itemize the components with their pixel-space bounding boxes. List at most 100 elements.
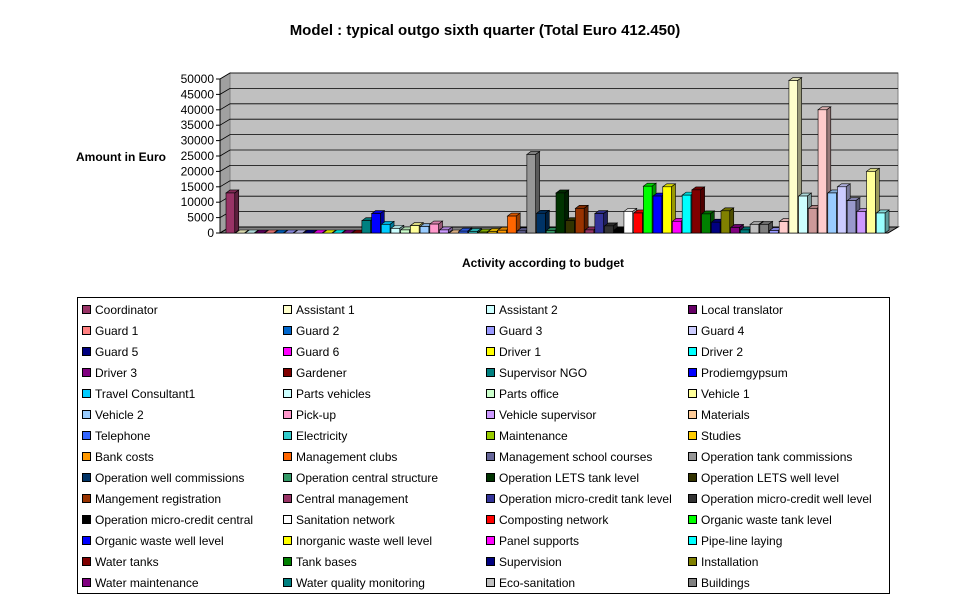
chart-bar xyxy=(293,229,308,234)
y-tick-label: 40000 xyxy=(181,103,215,117)
chart-bar xyxy=(254,229,269,234)
legend-item: Operation tank commissions xyxy=(688,447,852,468)
legend-item: Vehicle 2 xyxy=(82,405,144,426)
legend-swatch xyxy=(688,557,697,567)
legend-label: Coordinator xyxy=(95,303,158,317)
chart-bar xyxy=(661,183,677,234)
legend-item: Prodiemgypsum xyxy=(688,363,788,384)
chart-bar xyxy=(331,229,347,234)
legend-item: Inorganic waste well level xyxy=(283,531,432,552)
legend-label: Organic waste well level xyxy=(95,534,224,548)
legend-item: Tank bases xyxy=(283,552,357,573)
legend-swatch xyxy=(283,389,292,399)
legend-label: Sanitation network xyxy=(296,513,395,527)
legend-swatch xyxy=(283,578,292,588)
legend-label: Water maintenance xyxy=(95,576,199,590)
legend-item: Mangement registration xyxy=(82,489,221,510)
chart-legend: Coordinator Assistant 1 Assistant 2 Local t… xyxy=(77,297,890,594)
legend-swatch xyxy=(82,389,91,399)
legend-item: Supervisor NGO xyxy=(486,363,587,384)
legend-label: Water tanks xyxy=(95,555,159,569)
legend-label: Operation LETS tank level xyxy=(499,471,640,485)
legend-label: Local translator xyxy=(701,303,784,317)
legend-label: Supervisor NGO xyxy=(499,366,588,380)
legend-label: Supervision xyxy=(499,555,562,569)
legend-swatch xyxy=(82,431,91,441)
legend-item: Guard 3 xyxy=(486,321,542,342)
legend-label: Operation micro-credit central xyxy=(95,513,254,527)
gridline xyxy=(219,118,898,126)
legend-swatch xyxy=(486,347,495,357)
legend-swatch xyxy=(688,473,697,483)
legend-swatch xyxy=(486,578,495,588)
legend-item: Sanitation network xyxy=(283,510,395,531)
chart-bar xyxy=(234,229,250,234)
legend-swatch xyxy=(486,452,495,462)
legend-item: Travel Consultant1 xyxy=(82,384,195,405)
legend-swatch xyxy=(688,452,697,462)
legend-label: Buildings xyxy=(701,576,750,590)
legend-label: Guard 2 xyxy=(296,324,340,338)
chart-bar xyxy=(273,229,289,234)
legend-swatch xyxy=(82,452,91,462)
chart-title: Model : typical outgo sixth quarter (Tot… xyxy=(289,22,681,39)
legend-label: Vehicle supervisor xyxy=(499,408,597,422)
legend-item: Assistant 2 xyxy=(486,300,558,321)
legend-label: Driver 3 xyxy=(95,366,138,380)
chart-bar xyxy=(788,76,803,234)
legend-label: Management clubs xyxy=(296,450,398,464)
legend-label: Vehicle 1 xyxy=(701,387,750,401)
legend-item: Central management xyxy=(283,489,408,510)
legend-item: Pick-up xyxy=(283,405,336,426)
legend-swatch xyxy=(82,536,91,546)
legend-swatch xyxy=(486,326,495,336)
legend-swatch xyxy=(283,410,292,420)
gridline xyxy=(219,164,898,172)
legend-swatch xyxy=(688,389,697,399)
legend-swatch xyxy=(283,326,292,336)
y-tick-label: 0 xyxy=(207,226,214,240)
legend-item: Parts office xyxy=(486,384,559,405)
legend-item: Guard 1 xyxy=(82,321,138,342)
legend-swatch xyxy=(688,536,697,546)
legend-swatch xyxy=(82,347,91,357)
legend-item: Studies xyxy=(688,426,741,447)
legend-item: Telephone xyxy=(82,426,150,447)
legend-swatch xyxy=(82,557,91,567)
legend-item: Guard 4 xyxy=(688,321,744,342)
legend-swatch xyxy=(82,326,91,336)
legend-label: Pick-up xyxy=(296,408,337,422)
y-tick-label: 50000 xyxy=(181,72,215,86)
legend-item: Panel supports xyxy=(486,531,579,552)
gridline xyxy=(219,134,898,141)
legend-item: Operation micro-credit central xyxy=(82,510,253,531)
y-tick-label: 35000 xyxy=(181,118,215,132)
legend-label: Panel supports xyxy=(499,534,580,548)
legend-swatch xyxy=(283,431,292,441)
y-tick-label: 5000 xyxy=(187,211,214,225)
legend-label: Installation xyxy=(701,555,759,569)
legend-item: Driver 1 xyxy=(486,342,541,363)
legend-label: Vehicle 2 xyxy=(95,408,144,422)
legend-label: Operation micro-credit well level xyxy=(701,492,872,506)
legend-label: Assistant 1 xyxy=(296,303,355,317)
legend-item: Management school courses xyxy=(486,447,652,468)
chart-bar xyxy=(312,229,327,234)
chart-bar xyxy=(302,229,318,234)
legend-label: Assistant 2 xyxy=(499,303,558,317)
legend-item: Guard 6 xyxy=(283,342,339,363)
legend-item: Gardener xyxy=(283,363,347,384)
gridline xyxy=(219,180,898,188)
legend-label: Guard 5 xyxy=(95,345,139,359)
gridline xyxy=(219,149,898,157)
legend-label: Central management xyxy=(296,492,409,506)
legend-item: Composting network xyxy=(486,510,608,531)
gridline xyxy=(219,103,898,111)
legend-swatch xyxy=(486,368,495,378)
legend-item: Water tanks xyxy=(82,552,159,573)
legend-swatch xyxy=(486,431,495,441)
x-axis-label: Activity according to budget xyxy=(462,256,625,270)
legend-label: Composting network xyxy=(499,513,609,527)
legend-label: Studies xyxy=(701,429,742,443)
legend-item: Bank costs xyxy=(82,447,154,468)
